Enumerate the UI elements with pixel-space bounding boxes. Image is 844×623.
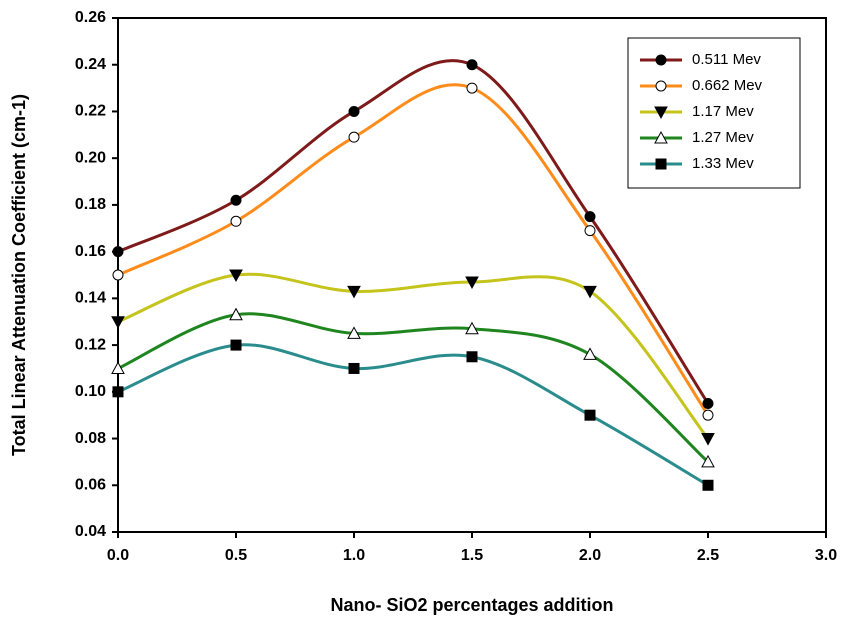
y-tick-label: 0.10 xyxy=(75,383,106,400)
x-tick-label: 1.5 xyxy=(461,547,483,564)
y-tick-label: 0.20 xyxy=(75,149,106,166)
point xyxy=(230,194,242,206)
point xyxy=(465,276,479,290)
point xyxy=(466,59,478,71)
point xyxy=(583,347,597,360)
y-tick-label: 0.08 xyxy=(75,430,106,447)
point xyxy=(112,269,124,281)
point xyxy=(111,316,125,329)
point xyxy=(702,479,714,491)
point xyxy=(229,269,243,283)
y-tick-label: 0.22 xyxy=(75,103,106,120)
legend-marker xyxy=(655,80,667,92)
legend-label: 0.662 Mev xyxy=(692,77,763,94)
x-tick-label: 0.5 xyxy=(225,547,247,564)
point xyxy=(702,398,714,409)
y-tick-label: 0.16 xyxy=(75,243,106,260)
y-tick-label: 0.24 xyxy=(75,56,106,73)
point xyxy=(347,326,361,339)
x-tick-label: 2.0 xyxy=(579,547,601,564)
x-axis-label: Nano- SiO2 percentages addition xyxy=(330,595,613,615)
y-tick-label: 0.26 xyxy=(75,9,106,26)
point xyxy=(347,285,361,299)
x-tick-label: 3.0 xyxy=(815,547,837,564)
legend-marker xyxy=(654,130,668,144)
point xyxy=(348,131,360,143)
y-axis-label: Total Linear Attenuation Coefficient (cm… xyxy=(9,94,29,456)
point xyxy=(230,339,242,351)
legend-label: 0.511 Mev xyxy=(692,51,761,68)
point xyxy=(348,362,360,374)
point xyxy=(112,246,124,258)
x-tick-label: 0.0 xyxy=(107,547,129,564)
y-tick-label: 0.12 xyxy=(75,336,106,353)
point xyxy=(112,386,124,398)
y-tick-label: 0.04 xyxy=(75,523,106,540)
point xyxy=(348,105,360,117)
y-tick-label: 0.14 xyxy=(75,290,106,307)
point xyxy=(583,285,597,299)
point xyxy=(701,454,715,468)
point xyxy=(465,321,479,335)
point xyxy=(584,225,596,237)
y-tick-label: 0.06 xyxy=(75,476,106,493)
series-line xyxy=(117,343,709,487)
x-tick-label: 2.5 xyxy=(697,547,719,564)
legend: 0.511 Mev 0.662 Mev 1.17 Mev 1.27 Mev 1.33 M… xyxy=(627,37,801,189)
point xyxy=(584,409,596,421)
legend-marker xyxy=(654,106,668,120)
point xyxy=(466,351,478,363)
point xyxy=(701,433,715,446)
legend-label: 1.33 Mev xyxy=(692,155,754,172)
point xyxy=(702,409,714,421)
point xyxy=(111,361,125,374)
series-line xyxy=(117,312,710,464)
legend-marker xyxy=(655,54,667,66)
legend-label: 1.27 Mev xyxy=(692,129,754,146)
legend-marker xyxy=(655,158,667,170)
point xyxy=(229,307,243,321)
point xyxy=(584,211,596,223)
series-line xyxy=(117,272,710,440)
legend-label: 1.17 Mev xyxy=(692,103,754,120)
point xyxy=(466,82,478,94)
y-tick-label: 0.18 xyxy=(75,196,106,213)
x-tick-label: 1.0 xyxy=(343,547,365,564)
series-line xyxy=(117,83,710,416)
point xyxy=(230,215,242,227)
